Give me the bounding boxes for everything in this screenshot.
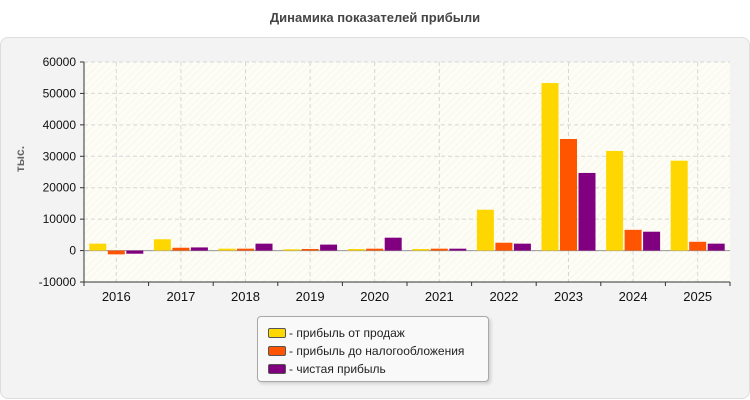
bar [107, 250, 125, 255]
legend-label: - прибыль до налогообложения [289, 344, 465, 358]
y-tick-label: 30000 [43, 149, 77, 163]
bar [495, 242, 513, 251]
x-tick-label: 2021 [425, 289, 454, 304]
x-tick-label: 2023 [554, 289, 583, 304]
x-tick-label: 2022 [489, 289, 518, 304]
bar [689, 241, 707, 251]
bar [320, 244, 338, 251]
bar [412, 249, 430, 251]
bar [126, 250, 144, 254]
bar [237, 248, 254, 251]
legend-label: - чистая прибыль [289, 362, 386, 376]
chart-legend: - прибыль от продаж - прибыль до налогоо… [257, 316, 489, 382]
y-tick-label: 10000 [43, 212, 77, 226]
y-tick-label: 60000 [43, 55, 77, 69]
legend-swatch [268, 364, 286, 374]
y-tick-label: 20000 [43, 181, 77, 195]
y-tick-label: 0 [69, 244, 76, 258]
legend-item-pretax-profit: - прибыль до налогообложения [268, 342, 488, 360]
x-tick-label: 2025 [683, 289, 712, 304]
bar [476, 209, 494, 251]
legend-swatch [268, 346, 286, 356]
bar [366, 248, 384, 251]
legend-item-sales-profit: - прибыль от продаж [268, 324, 488, 342]
bar [449, 248, 467, 251]
x-tick-label: 2024 [619, 289, 648, 304]
bar [384, 237, 402, 251]
bar [578, 172, 596, 251]
x-tick-label: 2018 [231, 289, 260, 304]
bar [301, 249, 319, 251]
y-axis-label: тыс. [13, 146, 27, 172]
bar [190, 247, 208, 251]
bar [707, 243, 725, 251]
x-tick-label: 2017 [166, 289, 195, 304]
y-tick-label: 50000 [43, 86, 77, 100]
x-tick-label: 2020 [360, 289, 389, 304]
bar [541, 83, 559, 251]
legend-swatch [268, 328, 286, 338]
bar [560, 139, 577, 251]
bar [218, 248, 236, 251]
bar [172, 247, 190, 251]
y-tick-label: -10000 [39, 275, 77, 289]
legend-label: - прибыль от продаж [289, 326, 405, 340]
legend-item-net-profit: - чистая прибыль [268, 360, 488, 378]
bar [606, 150, 624, 251]
bar [255, 243, 273, 251]
bar [513, 243, 531, 251]
chart-title: Динамика показателей прибыли [269, 10, 481, 25]
bar [347, 249, 365, 251]
y-tick-label: 40000 [43, 118, 77, 132]
bar [670, 160, 688, 251]
x-tick-label: 2016 [102, 289, 131, 304]
bar [430, 248, 448, 251]
bar [624, 229, 642, 251]
bar [153, 239, 171, 251]
bar [89, 243, 107, 251]
bar [283, 249, 301, 251]
x-tick-label: 2019 [296, 289, 325, 304]
bar [643, 231, 661, 251]
